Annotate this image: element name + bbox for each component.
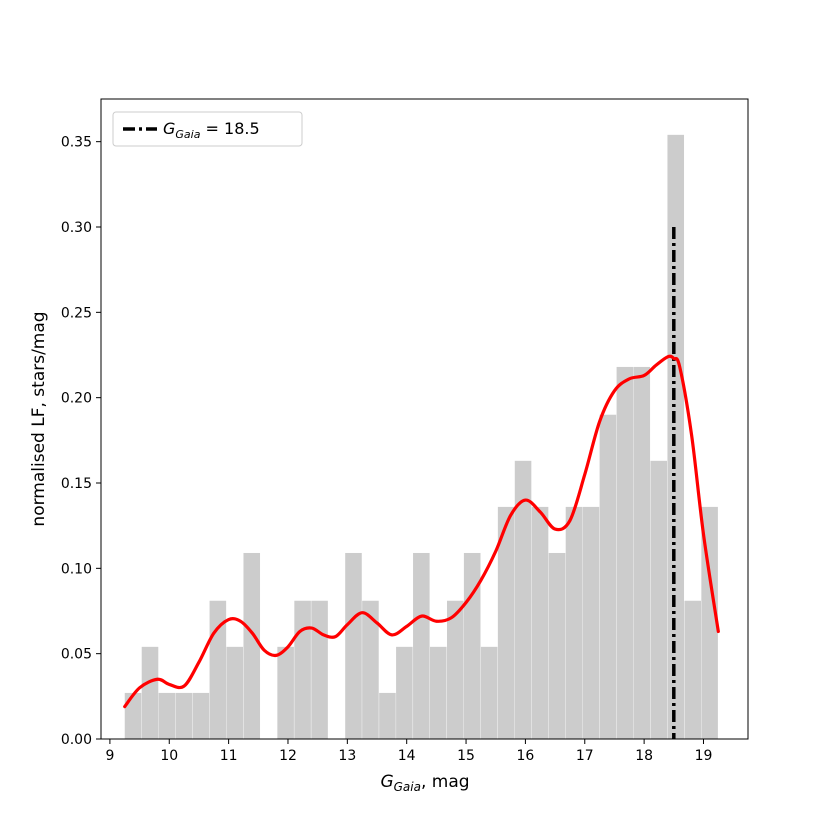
series-layer <box>123 354 720 709</box>
histogram-bar <box>701 506 718 739</box>
x-tick-label: 15 <box>457 748 475 764</box>
legend-label: GGaia = 18.5 <box>163 119 260 141</box>
x-axis-ticks: 9 10 11 12 13 14 15 16 17 18 19 <box>105 739 712 764</box>
x-tick-label: 14 <box>398 748 416 764</box>
x-tick-label: 13 <box>338 748 356 764</box>
legend-box <box>112 111 303 147</box>
histogram-bar <box>548 552 566 739</box>
histogram-bar <box>345 552 362 739</box>
histogram-bar <box>616 366 634 739</box>
y-axis-ticks: 0.00 0.05 0.10 0.15 0.20 0.25 0.30 0.35 <box>61 135 101 748</box>
histogram-bar <box>633 366 651 739</box>
histogram-bar <box>514 460 532 739</box>
histogram-bar <box>226 646 244 739</box>
x-tick-label: 9 <box>105 748 114 764</box>
lf-fit-curve <box>123 354 720 709</box>
histogram-bar <box>531 506 549 739</box>
x-tick-label: 10 <box>160 748 178 764</box>
y-tick-label: 0.15 <box>61 476 92 492</box>
histogram-bar <box>158 692 176 739</box>
histogram-bar <box>396 646 413 739</box>
y-tick-label: 0.20 <box>61 391 92 407</box>
histogram-bar <box>447 600 464 739</box>
histogram-bar <box>430 646 447 739</box>
x-tick-label: 11 <box>220 748 238 764</box>
histogram-bar <box>124 692 142 739</box>
histogram-bar <box>480 646 498 739</box>
histogram-bar <box>277 646 294 739</box>
histogram-bar <box>599 414 617 739</box>
y-tick-label: 0.05 <box>61 647 92 663</box>
histogram-bar <box>175 692 193 739</box>
histogram-bar <box>667 134 685 740</box>
histogram-bar <box>294 600 311 739</box>
y-tick-label: 0.10 <box>61 561 92 577</box>
histogram-bars <box>124 134 718 740</box>
x-tick-label: 17 <box>576 748 594 764</box>
histogram-bar <box>243 552 261 739</box>
histogram-bar <box>463 552 481 739</box>
x-tick-label: 16 <box>516 748 534 764</box>
histogram-bar <box>311 600 328 739</box>
histogram-bar <box>192 692 210 739</box>
x-tick-label: 12 <box>279 748 297 764</box>
histogram-bar <box>413 552 430 739</box>
histogram-bar <box>362 600 379 739</box>
y-tick-label: 0.30 <box>61 220 92 236</box>
histogram-bar <box>650 460 668 739</box>
plot-frame <box>100 98 749 740</box>
histogram-bar <box>684 600 701 739</box>
y-axis-label: normalised LF, stars/mag <box>29 311 49 526</box>
y-tick-label: 0.35 <box>61 135 92 151</box>
histogram-bar <box>141 646 159 739</box>
y-tick-label: 0.00 <box>61 732 92 748</box>
x-axis-label: GGaia, mag <box>380 772 469 794</box>
y-tick-label: 0.25 <box>61 305 92 321</box>
legend: GGaia = 18.5 <box>112 111 303 147</box>
x-tick-label: 18 <box>635 748 653 764</box>
histogram-bar <box>379 692 396 739</box>
histogram-bar <box>565 506 583 739</box>
x-tick-label: 19 <box>695 748 713 764</box>
histogram-bar <box>497 506 515 739</box>
histogram-bar <box>582 506 600 739</box>
